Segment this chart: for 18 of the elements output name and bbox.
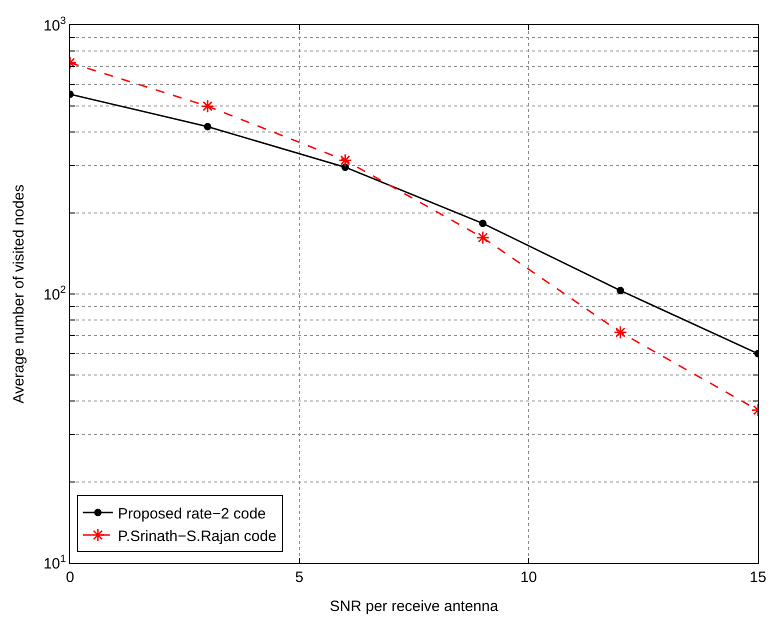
- y-tick-label: 10$^{3}$: [43, 14, 66, 34]
- y-axis-title: Average number of visited nodes: [10, 184, 28, 404]
- legend-label: Proposed rate−2 code: [118, 505, 266, 522]
- y-tick-label: 10$^{1}$: [43, 552, 66, 572]
- x-axis-title: SNR per receive antenna: [330, 598, 499, 615]
- point: [200, 99, 214, 113]
- point: [616, 286, 624, 294]
- legend-label: P.Srinath−S.Rajan code: [118, 528, 276, 545]
- point: [614, 326, 628, 340]
- x-tick-label: 5: [295, 569, 304, 586]
- x-tick-label: 15: [750, 569, 766, 586]
- x-tick-label: 0: [66, 569, 74, 586]
- point: [476, 230, 490, 244]
- x-tick-label: 10: [520, 569, 538, 586]
- y-tick-label: 10$^{2}$: [43, 284, 66, 304]
- point: [204, 122, 212, 130]
- point: [479, 220, 487, 228]
- point: [338, 154, 352, 168]
